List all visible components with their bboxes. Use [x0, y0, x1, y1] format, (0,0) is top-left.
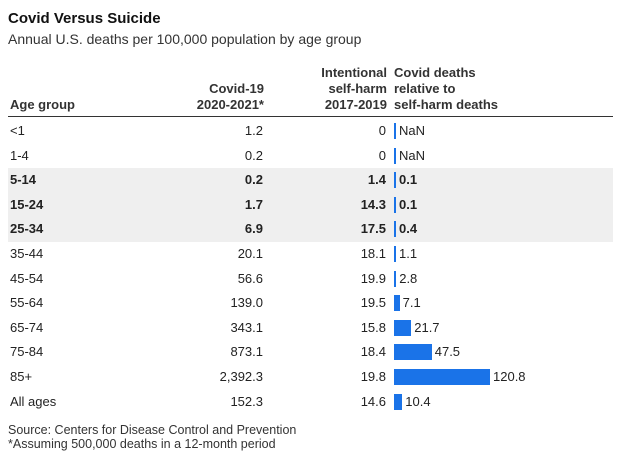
cell-covid: 6.9 — [244, 221, 263, 237]
cell-age-group: All ages — [10, 393, 57, 409]
cell-age-group: 55-64 — [10, 295, 44, 311]
cell-age-group: 15-24 — [10, 196, 44, 212]
ratio-bar — [394, 295, 400, 312]
cell-age-group: 35-44 — [10, 245, 44, 261]
ratio-bar — [394, 245, 396, 262]
ratio-label: 0.4 — [399, 221, 418, 237]
ratio-bar — [394, 368, 490, 385]
ratio-label: 120.8 — [493, 368, 526, 384]
cell-covid: 0.2 — [244, 147, 263, 163]
cell-self-harm: 18.1 — [360, 245, 386, 261]
header-covid: Covid-19 2020-2021* — [197, 81, 264, 113]
cell-age-group: 5-14 — [10, 172, 37, 188]
chart-footer: Source: Centers for Disease Control and … — [8, 423, 296, 451]
cell-self-harm: 0 — [378, 123, 386, 138]
cell-covid: 1.7 — [244, 196, 263, 212]
cell-covid: 343.1 — [230, 319, 263, 335]
source-note: Source: Centers for Disease Control and … — [8, 423, 297, 437]
table-row: 25-34 6.9 17.5 0.4 — [8, 217, 613, 242]
table-row: 1-4 0.2 0 NaN — [8, 144, 613, 169]
cell-age-group: 1-4 — [10, 147, 29, 163]
cell-covid: 152.3 — [230, 393, 263, 409]
ratio-label: 21.7 — [414, 319, 440, 335]
cell-covid: 56.6 — [237, 270, 263, 286]
cell-age-group: 75-84 — [10, 344, 44, 360]
ratio-bar — [394, 270, 397, 287]
header-age-label: Age group — [10, 97, 75, 112]
header-age-group: Age group — [10, 97, 75, 113]
header-harm-line-2: self-harm — [328, 81, 387, 96]
cell-self-harm: 15.8 — [360, 319, 386, 335]
header-covid-line-1: Covid-19 — [209, 81, 264, 96]
table-row: 75-84 873.1 18.4 47.5 — [8, 340, 613, 365]
header-divider — [8, 116, 613, 117]
ratio-label: 2.8 — [399, 270, 418, 286]
ratio-label: 10.4 — [405, 393, 431, 409]
cell-self-harm: 14.6 — [360, 393, 386, 409]
cell-covid: 1.2 — [244, 123, 263, 138]
ratio-label: 0.1 — [399, 196, 418, 212]
header-ratio: Covid deaths relative to self-harm death… — [394, 65, 498, 113]
table-row: 15-24 1.7 14.3 0.1 — [8, 192, 613, 218]
cell-age-group: 45-54 — [10, 270, 44, 286]
ratio-label: 47.5 — [434, 344, 461, 360]
data-table: <1 1.2 0 NaN 1-4 0.2 0 NaN 5-14 0.2 1.4 0.1 15-24 1.7… — [8, 119, 613, 414]
footnote: *Assuming 500,000 deaths in a 12-month p… — [8, 437, 276, 451]
ratio-bar — [394, 319, 412, 336]
table-row: <1 1.2 0 NaN — [8, 119, 613, 144]
cell-covid: 139.0 — [230, 295, 263, 311]
ratio-bar — [394, 221, 396, 238]
ratio-bar — [394, 196, 396, 213]
chart-title: Covid Versus Suicide — [8, 10, 161, 27]
ratio-label: NaN — [399, 147, 426, 163]
header-harm-line-3: 2017-2019 — [324, 97, 387, 112]
header-ratio-line-2: relative to — [394, 81, 456, 96]
table-row: 5-14 0.2 1.4 0.1 — [8, 168, 613, 193]
cell-self-harm: 14.3 — [360, 196, 386, 212]
ratio-bar — [394, 123, 396, 139]
table-row: 55-64 139.0 19.5 7.1 — [8, 291, 613, 316]
header-self-harm: Intentional self-harm 2017-2019 — [321, 65, 387, 113]
header-harm-line-1: Intentional — [321, 65, 387, 80]
table-row: All ages 152.3 14.6 10.4 — [8, 390, 613, 415]
table-row: 45-54 56.6 19.9 2.8 — [8, 267, 613, 292]
cell-self-harm: 19.9 — [360, 270, 386, 286]
table-row: 35-44 20.1 18.1 1.1 — [8, 242, 613, 267]
ratio-bar — [394, 344, 432, 361]
cell-self-harm: 19.8 — [360, 368, 386, 384]
cell-age-group: <1 — [10, 123, 25, 138]
ratio-bar — [394, 393, 403, 410]
ratio-label: 1.1 — [399, 245, 418, 261]
table-row: 85+ 2,392.3 19.8 120.8 — [8, 365, 613, 390]
cell-self-harm: 19.5 — [360, 295, 386, 311]
cell-age-group: 85+ — [10, 368, 33, 384]
cell-age-group: 25-34 — [10, 221, 44, 237]
cell-self-harm: 17.5 — [360, 221, 386, 237]
ratio-bar — [394, 172, 396, 189]
table-row: 65-74 343.1 15.8 21.7 — [8, 316, 613, 341]
cell-covid: 2,392.3 — [219, 368, 263, 384]
cell-self-harm: 18.4 — [360, 344, 386, 360]
cell-age-group: 65-74 — [10, 319, 44, 335]
cell-self-harm: 0 — [378, 147, 386, 163]
header-ratio-line-3: self-harm deaths — [394, 97, 499, 112]
cell-covid: 0.2 — [244, 172, 263, 188]
ratio-label: 7.1 — [402, 295, 421, 311]
cell-self-harm: 1.4 — [367, 172, 386, 188]
cell-covid: 20.1 — [237, 245, 263, 261]
ratio-bar — [394, 147, 396, 164]
ratio-label: NaN — [399, 123, 426, 138]
ratio-label: 0.1 — [399, 172, 418, 188]
chart-subtitle: Annual U.S. deaths per 100,000 populatio… — [8, 31, 362, 47]
header-ratio-line-1: Covid deaths — [394, 65, 476, 80]
header-covid-line-2: 2020-2021* — [196, 97, 264, 112]
cell-covid: 873.1 — [230, 344, 263, 360]
